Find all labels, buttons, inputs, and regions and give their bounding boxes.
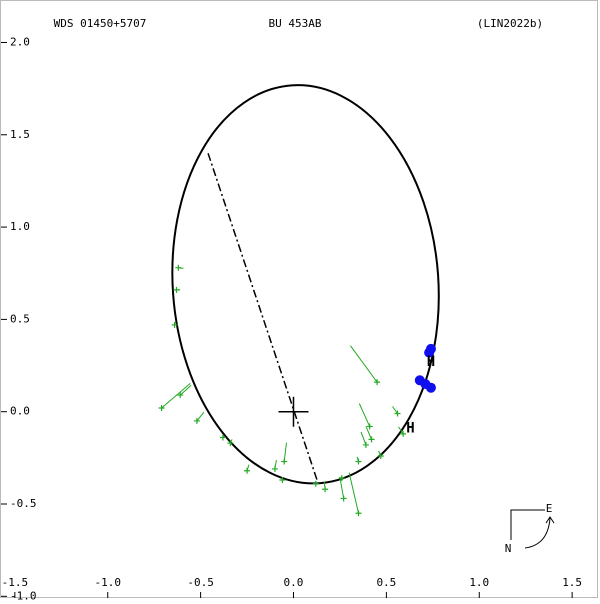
visual-point [322,486,328,492]
visual-point [369,436,375,442]
residual [350,346,377,382]
visual-point [272,466,278,472]
header-name: BU 453AB [269,17,322,30]
visual-point [313,481,319,487]
header-id: WDS 01450+5707 [54,17,147,30]
x-tick-label: -1.5 [2,576,29,589]
line-of-nodes [208,153,318,482]
residual [197,412,204,421]
visual-point [244,468,250,474]
compass-east: E [546,502,553,515]
x-tick-label: -0.5 [187,576,214,589]
residual [349,473,358,514]
x-tick-label: -1.0 [94,576,121,589]
residual [162,383,191,408]
visual-point [363,442,369,448]
visual-point [367,423,373,429]
interferometric-point [426,383,436,393]
x-tick-label: 1.0 [469,576,489,589]
compass-lines [511,510,545,540]
visual-point [173,287,179,293]
x-tick-label: 0.5 [376,576,396,589]
primary-star [278,397,308,427]
y-tick-label: -1.0 [10,589,37,600]
y-tick-label: 1.5 [10,128,30,141]
visual-point [356,459,362,465]
residual [393,407,398,414]
y-tick-label: 1.0 [10,220,30,233]
header-ref: (LIN2022b) [477,17,543,30]
visual-point [356,510,362,516]
speckle-point: H [406,420,414,436]
compass-north: N [505,542,512,555]
visual-point [341,495,347,501]
y-tick-label: 2.0 [10,35,30,48]
visual-point [175,265,181,271]
speckle-point: H [427,354,435,370]
y-tick-label: 0.0 [10,405,30,418]
residual [361,432,366,445]
residual [359,403,369,426]
x-tick-label: 1.5 [562,576,582,589]
y-tick-label: -0.5 [10,497,37,510]
y-tick-label: 0.5 [10,312,30,325]
residual [366,426,372,439]
compass: E N [505,502,554,555]
visual-point [281,459,287,465]
x-tick-label: 0.0 [284,576,304,589]
compass-arrow [525,517,554,548]
